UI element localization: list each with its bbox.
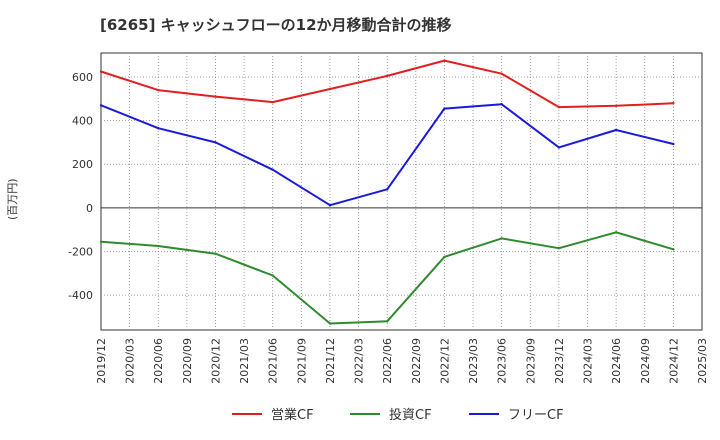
- data-point: [328, 87, 332, 91]
- x-tick-label: 2025/03: [696, 338, 709, 384]
- data-point: [214, 95, 217, 98]
- data-point: [271, 100, 274, 104]
- y-tick-label: -400: [68, 289, 93, 302]
- plot-area: [100, 52, 703, 331]
- legend-label: 投資CF: [389, 407, 432, 423]
- legend-label: フリーCF: [508, 408, 564, 423]
- data-point: [557, 247, 561, 250]
- data-point: [443, 255, 446, 259]
- data-point: [99, 104, 103, 107]
- data-point: [614, 231, 618, 234]
- data-point: [214, 252, 217, 255]
- x-tick-label: 2023/03: [467, 338, 480, 384]
- x-tick-label: 2020/09: [181, 338, 194, 384]
- x-tick-label: 2020/03: [124, 338, 137, 384]
- chart-title: [6265] キャッシュフローの12か月移動合計の推移: [100, 16, 452, 34]
- data-point: [443, 107, 446, 110]
- data-point: [214, 141, 217, 144]
- x-tick-label: 2024/12: [667, 338, 680, 384]
- data-point: [385, 188, 389, 191]
- x-tick-label: 2024/06: [610, 338, 623, 384]
- x-tick-label: 2023/06: [496, 338, 509, 384]
- data-point: [99, 70, 103, 73]
- data-point: [500, 237, 503, 240]
- x-tick-label: 2022/09: [410, 338, 423, 384]
- x-tick-label: 2023/12: [553, 338, 566, 384]
- x-tick-label: 2021/12: [324, 338, 337, 384]
- x-tick-label: 2024/03: [582, 338, 595, 384]
- data-point: [271, 274, 274, 277]
- data-point: [385, 74, 389, 78]
- x-tick-label: 2022/03: [353, 338, 366, 384]
- data-point: [328, 322, 332, 325]
- y-tick-label: 600: [72, 71, 93, 84]
- data-point: [157, 244, 160, 248]
- data-point: [500, 103, 503, 106]
- data-point: [672, 142, 675, 146]
- x-tick-label: 2019/12: [95, 338, 108, 384]
- x-tick-label: 2021/09: [295, 338, 308, 384]
- y-tick-label: -200: [68, 245, 93, 258]
- x-tick-label: 2020/12: [209, 338, 222, 384]
- y-tick-label: 200: [72, 158, 93, 171]
- data-point: [557, 105, 561, 109]
- data-point: [614, 128, 618, 132]
- data-point: [328, 204, 332, 207]
- x-tick-label: 2023/09: [524, 338, 537, 384]
- data-point: [672, 248, 675, 251]
- y-tick-label: 400: [72, 115, 93, 128]
- x-tick-label: 2022/12: [438, 338, 451, 384]
- legend-label: 営業CF: [271, 407, 314, 423]
- data-point: [99, 240, 103, 243]
- data-point: [271, 168, 274, 171]
- data-point: [557, 146, 561, 149]
- x-tick-label: 2021/06: [267, 338, 280, 384]
- data-point: [385, 320, 389, 323]
- x-tick-label: 2020/06: [152, 338, 165, 384]
- data-point: [157, 127, 160, 130]
- x-tick-label: 2024/09: [639, 338, 652, 384]
- data-point: [157, 88, 160, 92]
- x-tick-label: 2021/03: [238, 338, 251, 384]
- data-point: [443, 59, 446, 62]
- y-tick-label: 0: [86, 202, 93, 215]
- data-point: [672, 101, 675, 105]
- data-point: [614, 104, 618, 107]
- data-point: [500, 72, 503, 75]
- x-tick-label: 2022/06: [381, 338, 394, 384]
